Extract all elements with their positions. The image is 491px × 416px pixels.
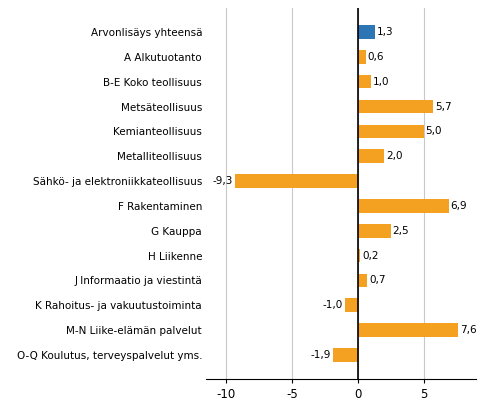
Bar: [358, 149, 384, 163]
Bar: [358, 25, 375, 39]
Text: 6,9: 6,9: [451, 201, 467, 211]
Text: 0,7: 0,7: [369, 275, 385, 285]
Text: 0,6: 0,6: [368, 52, 384, 62]
Bar: [358, 50, 366, 64]
Text: 1,3: 1,3: [377, 27, 393, 37]
Bar: [235, 174, 358, 188]
Text: 0,2: 0,2: [362, 250, 379, 260]
Text: -1,9: -1,9: [310, 350, 331, 360]
Text: 2,0: 2,0: [386, 151, 403, 161]
Text: -1,0: -1,0: [322, 300, 343, 310]
Text: 7,6: 7,6: [460, 325, 476, 335]
Bar: [358, 124, 424, 138]
Bar: [345, 298, 358, 312]
Bar: [358, 75, 371, 89]
Text: -9,3: -9,3: [213, 176, 233, 186]
Text: 2,5: 2,5: [393, 226, 409, 236]
Bar: [358, 323, 458, 337]
Bar: [358, 274, 367, 287]
Bar: [358, 224, 391, 238]
Bar: [358, 249, 360, 262]
Bar: [333, 348, 358, 362]
Text: 5,7: 5,7: [435, 102, 451, 111]
Bar: [358, 100, 433, 113]
Bar: [358, 199, 449, 213]
Text: 1,0: 1,0: [373, 77, 389, 87]
Text: 5,0: 5,0: [426, 126, 442, 136]
